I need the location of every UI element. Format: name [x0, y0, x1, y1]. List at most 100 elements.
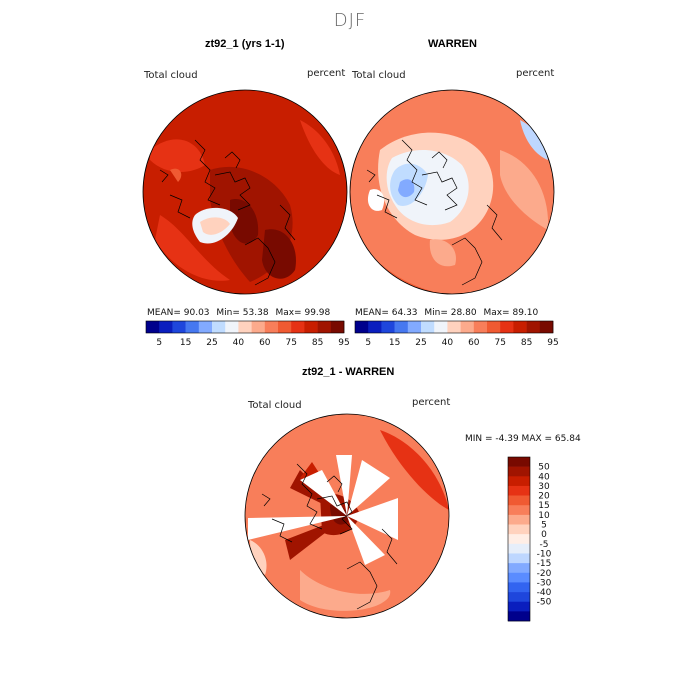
panel3-colorbar-swatch	[508, 505, 530, 516]
panel1-map	[142, 89, 348, 295]
panel1-colorbar-swatch	[251, 321, 266, 333]
panel1-colorbar-swatch	[185, 321, 200, 333]
panel3-map	[244, 413, 450, 619]
panel1-colorbar-swatch	[238, 321, 252, 333]
panel3-colorbar-frame	[507, 456, 531, 622]
panel2-colorbar-swatch	[355, 321, 369, 333]
panel3-colorbar-tick-label: 50	[538, 463, 550, 473]
panel2-colorbar-swatch	[447, 321, 461, 333]
panel1-title: zt92_1 (yrs 1-1)	[205, 38, 285, 50]
panel1-colorbar-tick-label: 5	[156, 338, 162, 348]
panel3-colorbar-swatch	[508, 543, 530, 554]
panel1-max-label: Max=	[275, 308, 302, 318]
panel2-colorbar-swatch	[487, 321, 501, 333]
panel1-colorbar-swatch	[304, 321, 318, 333]
panel2-colorbar-swatch	[434, 321, 448, 333]
panel2-colorbar-swatch	[500, 321, 514, 333]
panel2-min-value: 28.80	[450, 308, 477, 318]
panel1-colorbar-swatch	[212, 321, 226, 333]
panel2-colorbar-tick-label: 85	[521, 338, 532, 348]
panel3-colorbar-swatch	[508, 466, 530, 477]
panel3-colorbar-tick-label: -40	[537, 588, 552, 598]
panel3-colorbar-swatch	[508, 534, 530, 545]
panel3-colorbar-swatch	[508, 563, 530, 574]
panel2-colorbar-tick-label: 75	[494, 338, 505, 348]
panel3-colorbar-tick-label: -20	[537, 569, 552, 579]
panel3-colorbar-swatch	[508, 476, 530, 487]
panel3-colorbar-swatch	[508, 611, 530, 622]
panel1-min-label: Min=	[216, 308, 240, 318]
panel1-colorbar-tick-label: 15	[180, 338, 191, 348]
panel2-mean-value: 64.33	[391, 308, 418, 318]
panel3-colorbar-swatch	[508, 495, 530, 506]
panel2-field-label: Total cloud	[352, 70, 406, 81]
panel3-colorbar-swatch	[508, 485, 530, 496]
panel3-colorbar-tick-label: -10	[537, 549, 552, 559]
panel2-max-label: Max=	[483, 308, 510, 318]
panel1-colorbar-swatch	[317, 321, 332, 333]
panel1-colorbar-swatch	[291, 321, 305, 333]
panel1-colorbar-tick-label: 75	[285, 338, 296, 348]
panel3-colorbar-tick-label: -15	[537, 559, 552, 569]
panel2-max-value: 89.10	[512, 308, 539, 318]
panel2-stats: MEAN= 64.33 Min= 28.80 Max= 89.10	[355, 308, 538, 318]
panel3-colorbar-swatch	[508, 457, 530, 467]
panel2-colorbar-tick-label: 15	[389, 338, 400, 348]
panel3-colorbar-swatch	[508, 582, 530, 593]
panel1-colorbar-tick-label: 85	[312, 338, 323, 348]
panel1-colorbar-swatch	[264, 321, 279, 333]
panel3-colorbar-tick-label: 40	[538, 472, 550, 482]
panel3-colorbar-swatch	[508, 514, 530, 525]
panel3-colorbar-tick-label: -50	[537, 598, 552, 608]
panel2-map	[349, 89, 555, 295]
panel1-colorbar-tick-label: 25	[206, 338, 217, 348]
panel2-colorbar-swatch	[368, 321, 382, 333]
panel1-colorbar-swatch	[172, 321, 186, 333]
panel2-colorbar-tick-label: 95	[547, 338, 558, 348]
figure-title: DJF	[333, 10, 367, 31]
panel1-min-value: 53.38	[242, 308, 269, 318]
panel1-colorbar-tick-label: 40	[233, 338, 245, 348]
panel3-colorbar-tick-label: -30	[537, 578, 552, 588]
panel3-colorbar-swatch	[508, 553, 530, 564]
panel1-mean-label: MEAN=	[147, 308, 181, 318]
panel3-colorbar-swatch	[508, 601, 530, 612]
panel2-colorbar-swatch	[394, 321, 409, 333]
panel3-min-max: MIN = -4.39 MAX = 65.84	[465, 434, 581, 444]
panel2-colorbar-swatch	[381, 321, 395, 333]
panel1-field-label: Total cloud	[144, 70, 198, 81]
panel1-colorbar-swatch	[146, 321, 160, 333]
panel1-units-label: percent	[307, 68, 346, 79]
panel3-colorbar-tick-label: 0	[541, 530, 547, 540]
panel1-mean-value: 90.03	[183, 308, 210, 318]
panel1-colorbar-swatch	[330, 321, 345, 333]
panel3-colorbar-swatch	[508, 592, 530, 603]
panel3-colorbar-swatch	[508, 572, 530, 583]
panel1-stats: MEAN= 90.03 Min= 53.38 Max= 99.98	[147, 308, 330, 318]
panel2-min-label: Min=	[424, 308, 448, 318]
panel1-max-value: 99.98	[304, 308, 331, 318]
panel3-colorbar-tick-label: 5	[541, 521, 547, 531]
panel2-title: WARREN	[428, 38, 477, 50]
panel3-colorbar-tick-label: 10	[538, 511, 550, 521]
panel1-colorbar-swatch	[159, 321, 173, 333]
panel2-colorbar-swatch	[539, 321, 554, 333]
panel2-colorbar-tick-label: 40	[442, 338, 454, 348]
panel3-colorbar-tick-label: 30	[538, 482, 550, 492]
panel2-colorbar-swatch	[473, 321, 488, 333]
panel3-field-label: Total cloud	[248, 400, 302, 411]
panel3-colorbar-tick-label: -5	[540, 540, 549, 550]
panel2-mean-label: MEAN=	[355, 308, 389, 318]
panel1-colorbar-swatch	[198, 321, 213, 333]
panel2-colorbar-frame	[354, 320, 554, 334]
panel1-colorbar-frame	[145, 320, 345, 334]
panel2-colorbar-swatch	[407, 321, 422, 333]
panel3-colorbar-tick-label: 20	[538, 492, 550, 502]
panel2-colorbar-swatch	[526, 321, 541, 333]
panel3-colorbar-tick-label: 15	[538, 501, 549, 511]
panel1-colorbar-tick-label: 60	[259, 338, 271, 348]
panel2-units-label: percent	[516, 68, 555, 79]
panel2-colorbar-swatch	[421, 321, 435, 333]
panel1-colorbar-swatch	[278, 321, 292, 333]
panel2-colorbar-swatch	[460, 321, 475, 333]
